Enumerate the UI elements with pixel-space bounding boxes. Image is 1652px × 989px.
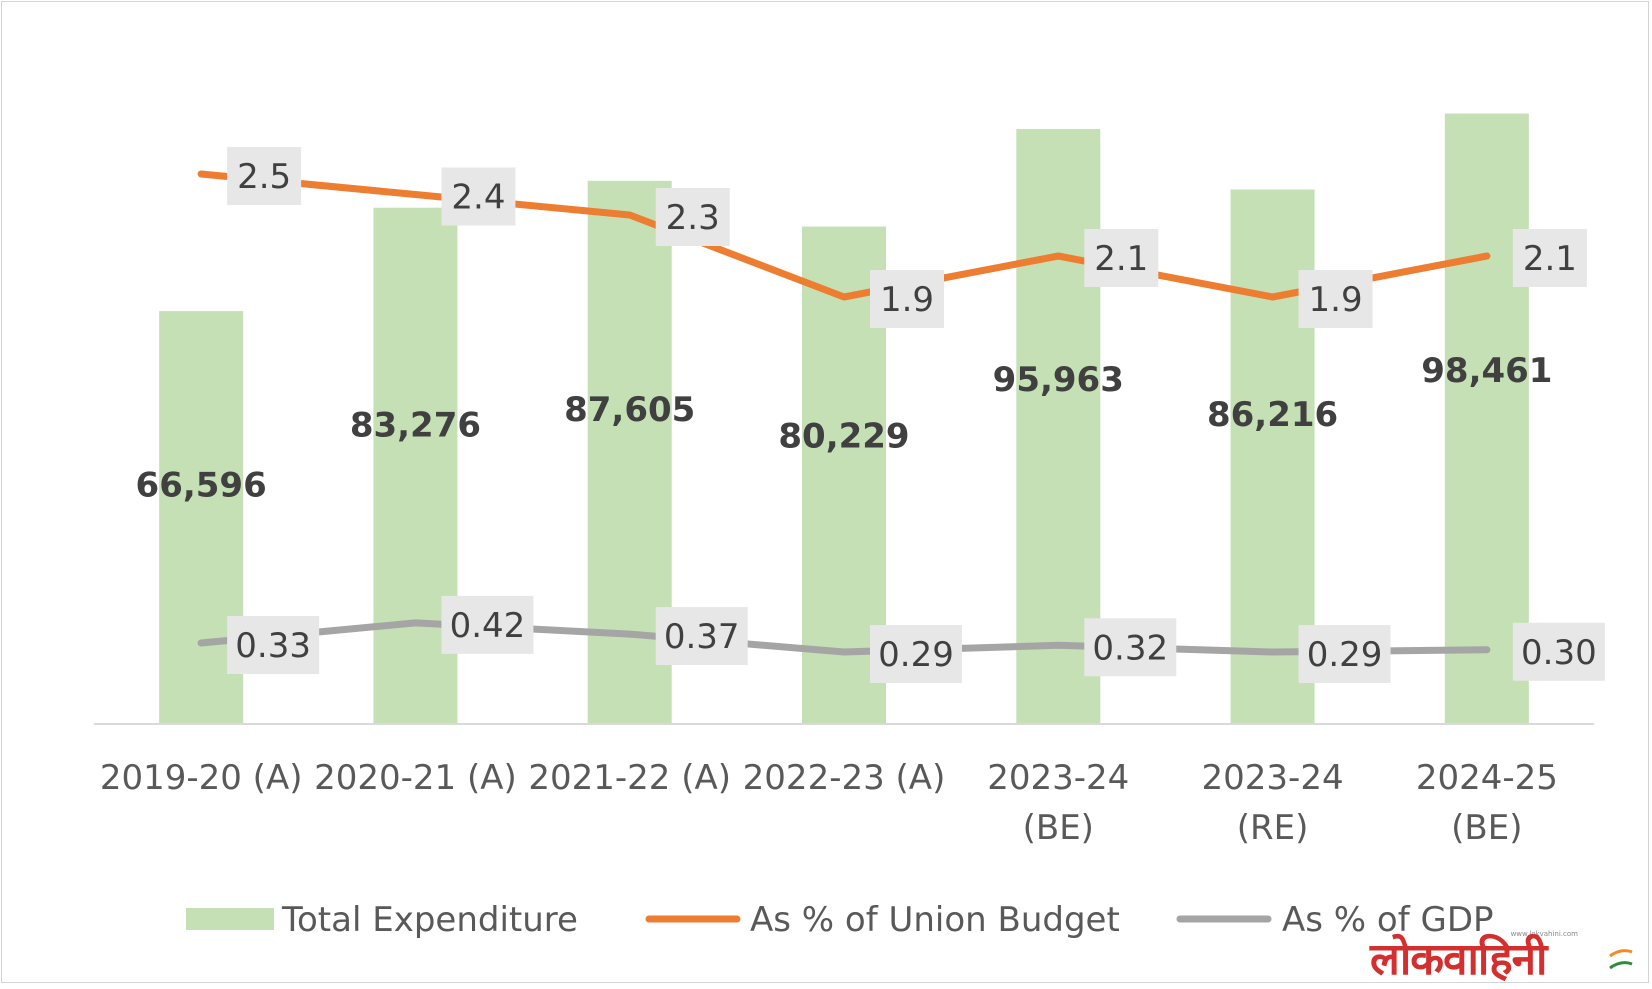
label-budget-pct-3: 1.9 bbox=[870, 270, 944, 328]
label-budget-pct-0: 2.5 bbox=[227, 147, 302, 205]
x-tick-label-4-line0: 2023-24 bbox=[987, 758, 1129, 798]
line-as-pct-gdp bbox=[197, 619, 1491, 656]
label-budget-pct-2: 2.3 bbox=[655, 188, 730, 246]
x-tick-label-0: 2019-20 (A) bbox=[100, 758, 303, 798]
label-budget-pct-4-text: 2.1 bbox=[1094, 239, 1148, 279]
x-tick-label-3: 2022-23 (A) bbox=[743, 758, 946, 798]
label-gdp-pct-3-box bbox=[870, 625, 962, 683]
bar-value-label-0: 66,596 bbox=[136, 466, 267, 506]
label-budget-pct-2-box bbox=[655, 188, 730, 246]
legend-swatch-0 bbox=[186, 908, 274, 930]
x-tick-label-6-line1: (BE) bbox=[1451, 808, 1522, 848]
flag-swoosh-icon bbox=[1609, 949, 1633, 970]
label-budget-pct-0-text: 2.5 bbox=[237, 157, 291, 197]
bar-value-label-5: 86,216 bbox=[1207, 395, 1338, 435]
label-budget-pct-4: 2.1 bbox=[1084, 229, 1159, 287]
x-axis: 2019-20 (A) 2020-21 (A) 2021-22 (A) 2022-23… bbox=[100, 758, 1558, 848]
label-gdp-pct-1: 0.42 bbox=[441, 595, 534, 654]
x-tick-label-5-line1: (RE) bbox=[1237, 808, 1309, 848]
label-budget-pct-2-text: 2.3 bbox=[666, 198, 720, 238]
label-gdp-pct-5-text: 0.29 bbox=[1307, 635, 1383, 675]
legend-label-2: As % of GDP bbox=[1282, 900, 1494, 940]
label-budget-pct-1-box bbox=[441, 167, 516, 226]
label-budget-pct-6: 2.1 bbox=[1512, 229, 1587, 287]
label-gdp-pct-6-box bbox=[1512, 622, 1605, 681]
bar-value-label-1: 83,276 bbox=[350, 406, 481, 446]
label-gdp-pct-5: 0.29 bbox=[1298, 625, 1391, 683]
label-gdp-pct-0: 0.33 bbox=[227, 616, 320, 675]
watermark-site-text: www.lokvahini.com bbox=[1510, 930, 1578, 938]
label-gdp-pct-2-text: 0.37 bbox=[664, 617, 740, 657]
lokvahini-watermark-logo: www.lokvahini.com लोकवाहिनी bbox=[1370, 930, 1640, 986]
label-budget-pct-1: 2.4 bbox=[441, 167, 516, 226]
label-gdp-pct-6-text: 0.30 bbox=[1521, 633, 1597, 673]
label-gdp-pct-4-box bbox=[1084, 618, 1177, 677]
label-budget-pct-3-box bbox=[870, 270, 944, 328]
legend-label-0: Total Expenditure bbox=[281, 900, 578, 940]
label-budget-pct-4-box bbox=[1084, 229, 1159, 287]
line-as-pct-union-budget bbox=[197, 170, 1491, 301]
x-tick-label-6-line0: 2024-25 bbox=[1416, 758, 1558, 798]
label-budget-pct-3-text: 1.9 bbox=[880, 280, 934, 320]
label-gdp-pct-0-box bbox=[227, 616, 320, 675]
bar-value-label-6: 98,461 bbox=[1421, 351, 1552, 391]
bar-value-label-3: 80,229 bbox=[778, 416, 909, 456]
bar-value-label-4: 95,963 bbox=[993, 360, 1124, 400]
label-budget-pct-6-text: 2.1 bbox=[1523, 239, 1577, 279]
x-tick-label-2: 2021-22 (A) bbox=[528, 758, 731, 798]
label-gdp-pct-5-box bbox=[1298, 625, 1391, 683]
label-budget-pct-5: 1.9 bbox=[1298, 270, 1373, 328]
x-tick-label-5-line0: 2023-24 bbox=[1202, 758, 1344, 798]
label-gdp-pct-4-text: 0.32 bbox=[1092, 628, 1168, 668]
x-tick-label-1: 2020-21 (A) bbox=[314, 758, 517, 798]
label-gdp-pct-1-box bbox=[441, 595, 534, 654]
label-gdp-pct-4: 0.32 bbox=[1084, 618, 1177, 677]
label-gdp-pct-2: 0.37 bbox=[655, 607, 748, 666]
label-gdp-pct-3: 0.29 bbox=[870, 625, 962, 683]
watermark-brand-text: लोकवाहिनी bbox=[1370, 934, 1547, 985]
label-gdp-pct-2-box bbox=[655, 607, 748, 666]
label-budget-pct-6-box bbox=[1512, 229, 1587, 287]
label-gdp-pct-6: 0.30 bbox=[1512, 622, 1605, 681]
label-budget-pct-1-text: 2.4 bbox=[451, 178, 505, 218]
label-gdp-pct-1-text: 0.42 bbox=[450, 606, 526, 646]
label-gdp-pct-3-text: 0.29 bbox=[878, 635, 954, 675]
bar-value-label-2: 87,605 bbox=[564, 390, 695, 430]
legend-label-1: As % of Union Budget bbox=[750, 900, 1120, 940]
label-budget-pct-5-text: 1.9 bbox=[1309, 280, 1363, 320]
label-budget-pct-5-box bbox=[1298, 270, 1373, 328]
label-gdp-pct-0-text: 0.33 bbox=[235, 626, 311, 666]
bar-6 bbox=[1444, 113, 1529, 724]
legend: Total Expenditure As % of Union Budget As … bbox=[186, 900, 1494, 940]
x-tick-label-4-line1: (BE) bbox=[1023, 808, 1094, 848]
label-budget-pct-0-box bbox=[227, 147, 302, 205]
